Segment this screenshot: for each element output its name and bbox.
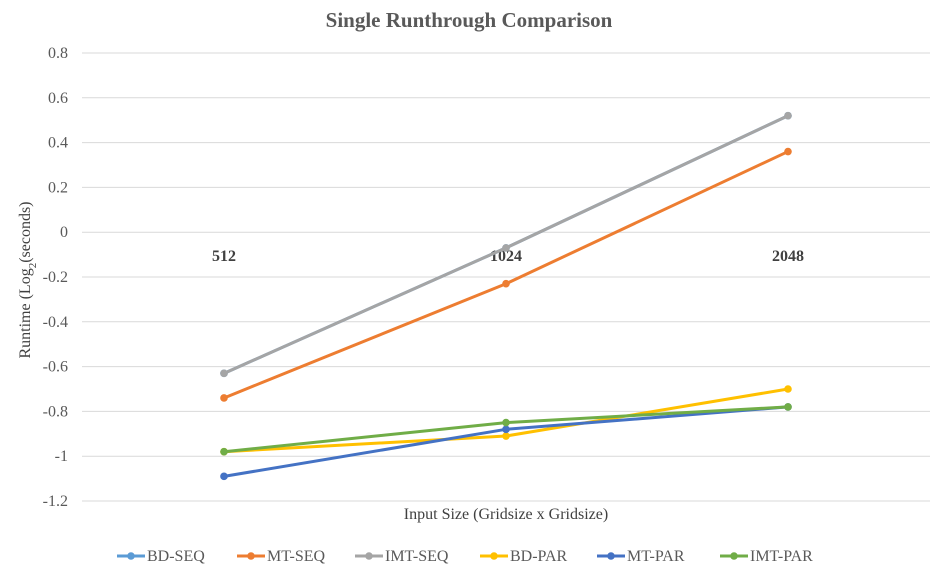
y-axis-title-suffix: (seconds) — [17, 201, 34, 262]
data-point — [784, 385, 792, 393]
data-point — [502, 418, 510, 427]
legend-marker — [730, 552, 738, 560]
series-mt-seq — [220, 147, 792, 402]
legend-marker — [247, 552, 255, 560]
gridlines — [82, 52, 930, 502]
data-point — [220, 472, 228, 481]
y-tick-label: 0.2 — [48, 179, 68, 196]
legend-label: IMT-PAR — [750, 548, 813, 565]
y-tick-label: -0.4 — [43, 314, 68, 331]
legend-marker — [365, 552, 373, 560]
y-axis-title: Runtime (Log2(seconds) — [17, 201, 39, 358]
chart-title: Single Runthrough Comparison — [326, 8, 613, 32]
y-tick-label: -1 — [55, 448, 68, 465]
x-category-label: 2048 — [772, 248, 804, 265]
data-point — [784, 403, 792, 411]
legend-label: MT-PAR — [627, 548, 685, 565]
series-line — [222, 150, 790, 400]
legend-item: IMT-PAR — [720, 548, 813, 565]
y-axis-title-prefix: Runtime (Log — [17, 268, 34, 358]
legend-marker — [127, 552, 135, 560]
y-tick-label: 0.6 — [48, 90, 68, 107]
y-tick-label: -0.2 — [43, 269, 68, 286]
y-tick-label: 0.4 — [48, 135, 68, 152]
y-tick-label: -0.8 — [43, 403, 68, 420]
legend-marker — [607, 552, 615, 560]
legend-item: IMT-SEQ — [355, 548, 449, 565]
legend-item: MT-SEQ — [237, 548, 326, 565]
series-imt-seq — [220, 111, 792, 378]
data-point — [502, 244, 510, 252]
series-imt-par — [220, 403, 792, 456]
y-tick-label: -0.6 — [43, 359, 68, 376]
y-axis-title-subscript: 2 — [27, 263, 39, 269]
data-point — [220, 447, 228, 456]
legend-label: MT-SEQ — [267, 548, 326, 565]
data-point — [220, 394, 228, 402]
series-lines — [220, 111, 792, 481]
legend: BD-SEQ MT-SEQ IMT-SEQ BD-PAR MT-PAR IMT-PAR — [117, 548, 813, 565]
legend-label: BD-PAR — [510, 548, 568, 565]
data-point — [502, 432, 510, 440]
data-point — [502, 279, 510, 288]
x-category-label: 512 — [212, 248, 236, 265]
data-point — [784, 111, 792, 120]
legend-label: BD-SEQ — [147, 548, 205, 565]
legend-item: MT-PAR — [597, 548, 685, 565]
legend-marker — [490, 552, 498, 560]
y-tick-label: -1.2 — [43, 493, 68, 510]
y-tick-label: 0.8 — [48, 45, 68, 62]
data-point — [502, 425, 510, 434]
data-point — [220, 369, 228, 378]
legend-item: BD-PAR — [480, 548, 568, 565]
legend-label: IMT-SEQ — [385, 548, 449, 565]
series-mt-par — [220, 403, 792, 481]
data-point — [784, 147, 792, 156]
y-axis-ticks: 0.8 0.6 0.4 0.2 0 -0.2 -0.4 -0.6 -0.8 -1 -1.2 — [43, 45, 68, 510]
x-axis-title: Input Size (Gridsize x Gridsize) — [404, 506, 608, 523]
y-tick-label: 0 — [60, 224, 68, 241]
legend-item: BD-SEQ — [117, 548, 205, 565]
